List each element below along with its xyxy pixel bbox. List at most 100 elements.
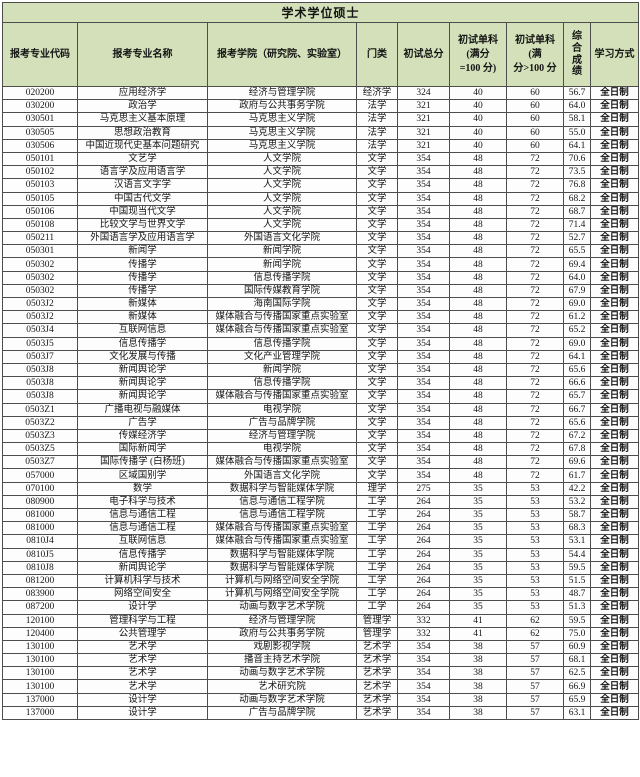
cell-study-mode: 全日制 <box>589 138 640 153</box>
cell-total-score: 354 <box>397 705 450 721</box>
cell-total-score: 354 <box>397 165 450 180</box>
cell-major: 设计学 <box>77 705 208 721</box>
cell-college: 计算机与网络空间安全学院 <box>207 573 357 589</box>
cell-major: 艺术学 <box>77 679 208 694</box>
table-row: 081000 信息与通信工程 媒体融合与传播国家重点实验室 工学 264 35 53 68.3… <box>2 521 640 536</box>
cell-category: 文学 <box>356 402 398 417</box>
table-row: 030506 中国近现代史基本问题研究 马克思主义学院 法学 321 40 60 64.1 全日… <box>2 138 640 153</box>
cell-college: 广告与品牌学院 <box>207 415 357 430</box>
cell-code: 050101 <box>2 151 78 167</box>
cell-composite-score: 58.1 <box>563 112 591 127</box>
cell-major: 新媒体 <box>77 310 208 325</box>
cell-category: 工学 <box>356 534 398 549</box>
cell-single-subject-100: 48 <box>449 362 507 378</box>
cell-category: 法学 <box>356 112 398 127</box>
cell-single-subject-over-100: 57 <box>506 679 564 694</box>
cell-code: 050102 <box>2 165 78 180</box>
cell-composite-score: 48.7 <box>563 587 591 602</box>
cell-major: 新媒体 <box>77 296 208 312</box>
table-body: 020200 应用经济学 经济与管理学院 经济学 324 40 60 56.7 全日制 03020… <box>2 85 640 721</box>
cell-code: 0503J2 <box>2 310 78 325</box>
cell-college: 外国语言文化学院 <box>207 468 357 483</box>
cell-composite-score: 71.4 <box>563 217 591 233</box>
cell-single-subject-100: 48 <box>449 376 507 391</box>
cell-study-mode: 全日制 <box>589 626 640 641</box>
cell-single-subject-100: 48 <box>449 468 507 483</box>
cell-college: 人文学院 <box>207 165 357 180</box>
cell-code: 030505 <box>2 125 78 140</box>
cell-major: 国际新闻学 <box>77 442 208 457</box>
table-row: 0503Z5 国际新闻学 电视学院 文学 354 48 72 67.8 全日制 <box>2 442 640 457</box>
cell-college: 政府与公共事务学院 <box>207 626 357 641</box>
cell-study-mode: 全日制 <box>589 99 640 114</box>
cell-major: 传播学 <box>77 257 208 272</box>
cell-college: 数据科学与智能媒体学院 <box>207 481 357 496</box>
cell-composite-score: 58.7 <box>563 507 591 523</box>
table-row: 050103 汉语言文字学 人文学院 文学 354 48 72 76.8 全日制 <box>2 178 640 193</box>
cell-code: 081000 <box>2 521 78 536</box>
cell-single-subject-100: 48 <box>449 336 507 351</box>
col-header-composite-score: 综合成绩 <box>563 22 591 87</box>
table-row: 120400 公共管理学 政府与公共事务学院 管理学 332 41 62 75.0 全日制 <box>2 626 640 641</box>
cell-major: 艺术学 <box>77 666 208 681</box>
cell-study-mode: 全日制 <box>589 679 640 694</box>
cell-college: 媒体融合与传播国家重点实验室 <box>207 521 357 536</box>
cell-major: 互联网信息 <box>77 534 208 549</box>
cell-category: 文学 <box>356 349 398 364</box>
table-row: 050106 中国现当代文学 人文学院 文学 354 48 72 68.7 全日制 <box>2 204 640 219</box>
cell-study-mode: 全日制 <box>589 389 640 404</box>
cell-college: 外国语言文化学院 <box>207 231 357 246</box>
cell-major: 艺术学 <box>77 653 208 668</box>
cell-single-subject-100: 35 <box>449 587 507 602</box>
cell-major: 互联网信息 <box>77 323 208 338</box>
cell-single-subject-100: 48 <box>449 178 507 193</box>
cell-college: 计算机与网络空间安全学院 <box>207 587 357 602</box>
cell-major: 公共管理学 <box>77 626 208 641</box>
table-row: 081000 信息与通信工程 信息与通信工程学院 工学 264 35 53 58.7 全日制 <box>2 507 640 523</box>
cell-total-score: 264 <box>397 587 450 602</box>
cell-major: 新闻舆论学 <box>77 362 208 378</box>
table-row: 130100 艺术学 戏剧影视学院 艺术学 354 38 57 60.9 全日制 <box>2 639 640 655</box>
table-row: 0810J8 新闻舆论学 数据科学与智能媒体学院 工学 264 35 53 59.5 全日制 <box>2 560 640 575</box>
cell-total-score: 354 <box>397 283 450 299</box>
cell-study-mode: 全日制 <box>589 507 640 523</box>
cell-code: 030501 <box>2 112 78 127</box>
cell-total-score: 354 <box>397 349 450 364</box>
cell-composite-score: 54.4 <box>563 547 591 562</box>
cell-single-subject-100: 48 <box>449 428 507 444</box>
cell-major: 语言学及应用语言学 <box>77 165 208 180</box>
cell-major: 区域国别学 <box>77 468 208 483</box>
cell-college: 海南国际学院 <box>207 296 357 312</box>
cell-code: 050302 <box>2 270 78 285</box>
cell-study-mode: 全日制 <box>589 310 640 325</box>
cell-single-subject-over-100: 72 <box>506 442 564 457</box>
cell-code: 050302 <box>2 257 78 272</box>
table-row: 030200 政治学 政府与公共事务学院 法学 321 40 60 64.0 全日制 <box>2 99 640 114</box>
cell-single-subject-100: 40 <box>449 112 507 127</box>
cell-composite-score: 66.7 <box>563 402 591 417</box>
cell-single-subject-over-100: 60 <box>506 99 564 114</box>
col-header-code: 报考专业代码 <box>2 22 78 87</box>
cell-total-score: 354 <box>397 204 450 219</box>
table-row: 050302 传播学 新闻学院 文学 354 48 72 69.4 全日制 <box>2 257 640 272</box>
cell-code: 050103 <box>2 178 78 193</box>
cell-single-subject-100: 48 <box>449 151 507 167</box>
cell-total-score: 354 <box>397 323 450 338</box>
cell-college: 动画与数字艺术学院 <box>207 692 357 707</box>
cell-total-score: 354 <box>397 362 450 378</box>
table-header-row: 报考专业代码 报考专业名称 报考学院（研究院、实验室） 门类 初试总分 初试单科… <box>2 22 640 87</box>
cell-major: 信息与通信工程 <box>77 507 208 523</box>
cell-single-subject-over-100: 72 <box>506 376 564 391</box>
cell-college: 信息与通信工程学院 <box>207 494 357 510</box>
cell-composite-score: 64.0 <box>563 270 591 285</box>
cell-composite-score: 63.1 <box>563 705 591 721</box>
cell-college: 广告与品牌学院 <box>207 705 357 721</box>
cell-composite-score: 64.1 <box>563 138 591 153</box>
table-row: 050211 外国语言学及应用语言学 外国语言文化学院 文学 354 48 72 52.7 全日… <box>2 231 640 246</box>
cell-single-subject-over-100: 62 <box>506 626 564 641</box>
cell-major: 中国现当代文学 <box>77 204 208 219</box>
table-row: 050105 中国古代文学 人文学院 文学 354 48 72 68.2 全日制 <box>2 191 640 206</box>
cell-category: 文学 <box>356 310 398 325</box>
cell-single-subject-over-100: 72 <box>506 415 564 430</box>
cell-category: 管理学 <box>356 626 398 641</box>
